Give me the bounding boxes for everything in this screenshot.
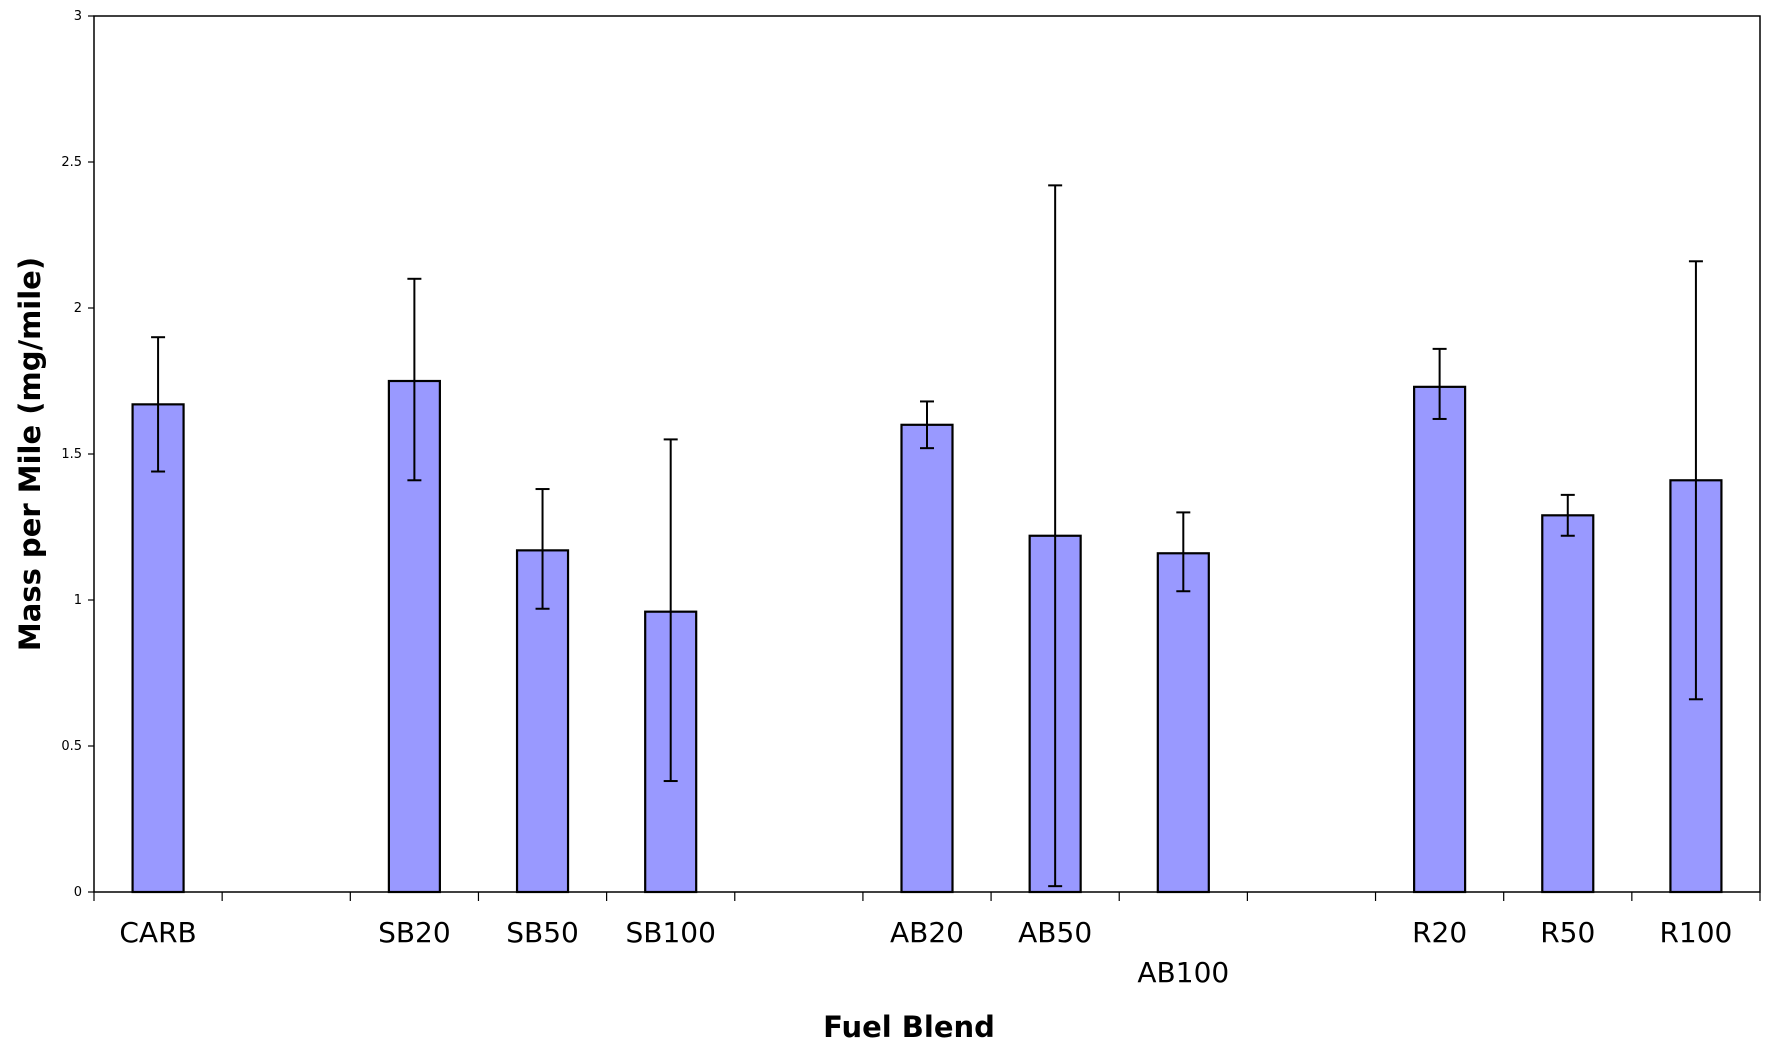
category-label-r50: R50 [1540,916,1595,949]
y-tick-label: 0.5 [61,739,82,754]
category-label-sb100: SB100 [625,916,715,949]
error-bar-ab50 [1048,184,1063,888]
bar-r20 [1413,385,1467,894]
error-bar-ab100 [1176,511,1191,593]
y-axis-title: Mass per Mile (mg/mile) [13,257,47,651]
error-bars [151,184,1703,888]
bar-carb [131,403,185,894]
y-axis-ticks: 0 0.5 1 1.5 2 2.5 3 [61,9,94,900]
category-label-sb20: SB20 [378,916,451,949]
y-tick-label: 1 [74,593,82,608]
bar-r50 [1541,514,1595,894]
category-label-sb50: SB50 [506,916,579,949]
y-tick-label: 0 [74,885,82,900]
error-bar-r50 [1560,493,1575,537]
error-bar-ab20 [920,400,934,450]
error-bar-sb50 [535,488,550,610]
x-axis-title: Fuel Blend [823,1010,995,1044]
category-label-ab20: AB20 [890,916,964,949]
error-bar-sb100 [663,438,678,783]
error-bar-sb20 [407,277,422,482]
bar-ab20 [900,423,954,894]
error-bar-r20 [1432,347,1447,420]
x-axis-ticks [93,892,1761,901]
error-bar-r100 [1688,260,1703,701]
category-label-carb: CARB [119,916,196,949]
bar-ab100 [1156,552,1210,894]
category-label-r20: R20 [1412,916,1467,949]
error-bar-carb [151,336,166,473]
y-tick-label: 2.5 [61,155,82,170]
category-label-ab50: AB50 [1018,916,1092,949]
category-labels: CARB SB20 SB50 SB100 AB20 AB50 AB100 R20 R50 R100 [119,916,1732,989]
y-tick-label: 3 [74,9,82,24]
bars [131,379,1723,894]
y-tick-label: 1.5 [61,447,82,462]
plot-area-frame [93,15,1761,893]
y-tick-label: 2 [74,301,82,316]
category-label-ab100: AB100 [1137,956,1229,989]
category-label-r100: R100 [1659,916,1732,949]
